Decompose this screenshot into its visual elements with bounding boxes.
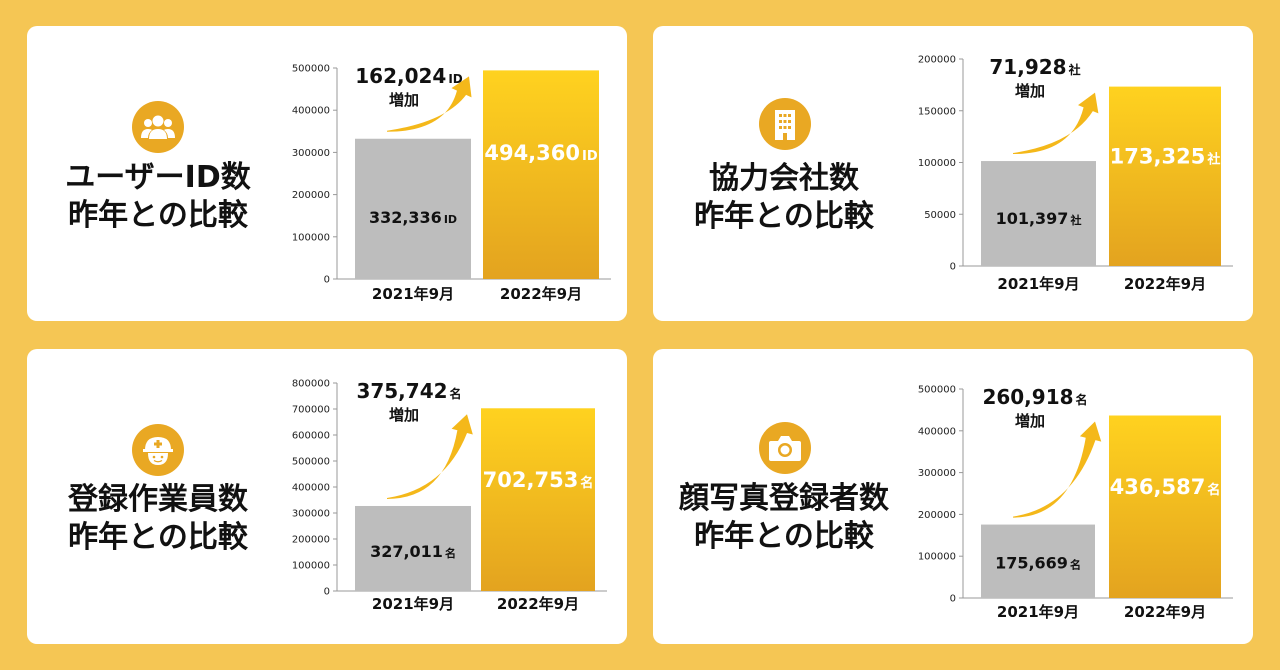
y-tick-label: 400000 (918, 426, 956, 437)
bar-value-label: 332,336 ID (369, 208, 457, 227)
bar-previous (355, 138, 471, 279)
y-tick-label: 100000 (292, 232, 330, 243)
bar-previous (355, 505, 471, 591)
chart-panel-registered-workers: 登録作業員数 昨年との比較 0 100000 200000 300000 400000 5… (27, 349, 627, 644)
title-line-1: ユーザーID数 (65, 160, 251, 195)
y-tick-label: 200000 (918, 510, 956, 521)
increase-value-label: 260,918 名 (982, 385, 1087, 409)
camera-icon (759, 422, 811, 474)
chart-panel-partner-companies: 協力会社数 昨年との比較 0 50000 100000 150000 200000 101… (653, 26, 1253, 321)
y-tick-label: 500000 (918, 385, 956, 396)
y-tick-label: 200000 (292, 535, 330, 546)
title-line-2: 昨年との比較 (68, 198, 248, 233)
y-tick-label: 100000 (918, 158, 956, 169)
bar-current (1109, 415, 1221, 598)
y-tick-label: 0 (950, 594, 956, 605)
y-tick-label: 200000 (292, 190, 330, 201)
x-category-label: 2022年9月 (1124, 275, 1206, 293)
y-tick-label: 700000 (292, 405, 330, 416)
title-line-2: 昨年との比較 (694, 519, 874, 554)
title-line-2: 昨年との比較 (68, 520, 248, 555)
building-icon (759, 98, 811, 150)
bar-current (1109, 86, 1221, 266)
bar-chart-partner-companies: 0 50000 100000 150000 200000 101,397 社 2021年9月 1… (918, 55, 1233, 293)
y-tick-label: 100000 (292, 561, 330, 572)
y-tick-label: 400000 (292, 106, 330, 117)
increase-caption: 増加 (1015, 82, 1045, 100)
y-tick-label: 500000 (292, 64, 330, 75)
bar-chart-user-ids: 0 100000 200000 300000 400000 500000 332,336 ID… (292, 64, 611, 303)
y-tick-label: 200000 (918, 55, 956, 66)
increase-value-label: 162,024 ID (355, 64, 463, 88)
increase-caption: 増加 (389, 406, 419, 424)
bar-chart-face-photo-registrants: 0 100000 200000 300000 400000 500000 175,669 名 2… (918, 385, 1233, 621)
increase-arrow (1013, 421, 1102, 518)
title-line-1: 協力会社数 (709, 161, 859, 196)
chart-title: 協力会社数 昨年との比較 (653, 160, 915, 236)
x-category-label: 2021年9月 (372, 285, 454, 303)
chart-panel-face-photo-registrants: 顔写真登録者数 昨年との比較 0 100000 200000 300000 400000… (653, 349, 1253, 644)
title-line-2: 昨年との比較 (694, 199, 874, 234)
increase-value-label: 375,742 名 (356, 379, 461, 403)
y-tick-label: 600000 (292, 431, 330, 442)
bar-current (483, 70, 599, 279)
bar-value-label: 494,360 ID (484, 141, 597, 165)
y-tick-label: 0 (324, 587, 330, 598)
chart-title: ユーザーID数 昨年との比較 (27, 159, 289, 235)
bar-current (481, 408, 595, 591)
y-tick-label: 300000 (292, 509, 330, 520)
hardhat-worker-icon (132, 424, 184, 476)
increase-arrow (387, 414, 473, 499)
x-category-label: 2022年9月 (1124, 603, 1206, 621)
x-category-label: 2021年9月 (997, 275, 1079, 293)
bar-value-label: 702,753 名 (483, 468, 594, 492)
chart-panel-user-ids: ユーザーID数 昨年との比較 0 100000 200000 300000 400000… (27, 26, 627, 321)
bar-value-label: 101,397 社 (996, 209, 1082, 228)
bar-previous (981, 161, 1096, 266)
title-line-1: 顔写真登録者数 (679, 481, 889, 516)
x-category-label: 2022年9月 (500, 285, 582, 303)
y-tick-label: 800000 (292, 379, 330, 390)
bar-value-label: 327,011 名 (370, 542, 456, 561)
y-tick-label: 300000 (918, 468, 956, 479)
bar-value-label: 175,669 名 (995, 554, 1081, 573)
y-tick-label: 0 (950, 262, 956, 273)
y-tick-label: 300000 (292, 148, 330, 159)
y-tick-label: 0 (324, 275, 330, 286)
increase-caption: 増加 (389, 91, 419, 109)
title-line-1: 登録作業員数 (68, 482, 248, 517)
bar-value-label: 436,587 名 (1110, 475, 1221, 499)
chart-title: 登録作業員数 昨年との比較 (27, 481, 289, 557)
x-category-label: 2021年9月 (372, 595, 454, 613)
bar-value-label: 173,325 社 (1110, 145, 1221, 169)
y-tick-label: 50000 (924, 210, 956, 221)
chart-title: 顔写真登録者数 昨年との比較 (653, 480, 915, 556)
y-tick-label: 400000 (292, 483, 330, 494)
bar-chart-registered-workers: 0 100000 200000 300000 400000 500000 600000 700… (292, 379, 607, 613)
y-tick-label: 100000 (918, 552, 956, 563)
y-tick-label: 500000 (292, 457, 330, 468)
x-category-label: 2022年9月 (497, 595, 579, 613)
increase-caption: 増加 (1015, 412, 1045, 430)
increase-arrow (387, 76, 472, 132)
bar-previous (981, 524, 1095, 598)
increase-value-label: 71,928 社 (989, 55, 1080, 79)
increase-arrow (1013, 92, 1099, 155)
x-category-label: 2021年9月 (997, 603, 1079, 621)
y-tick-label: 150000 (918, 106, 956, 117)
users-icon (132, 101, 184, 153)
